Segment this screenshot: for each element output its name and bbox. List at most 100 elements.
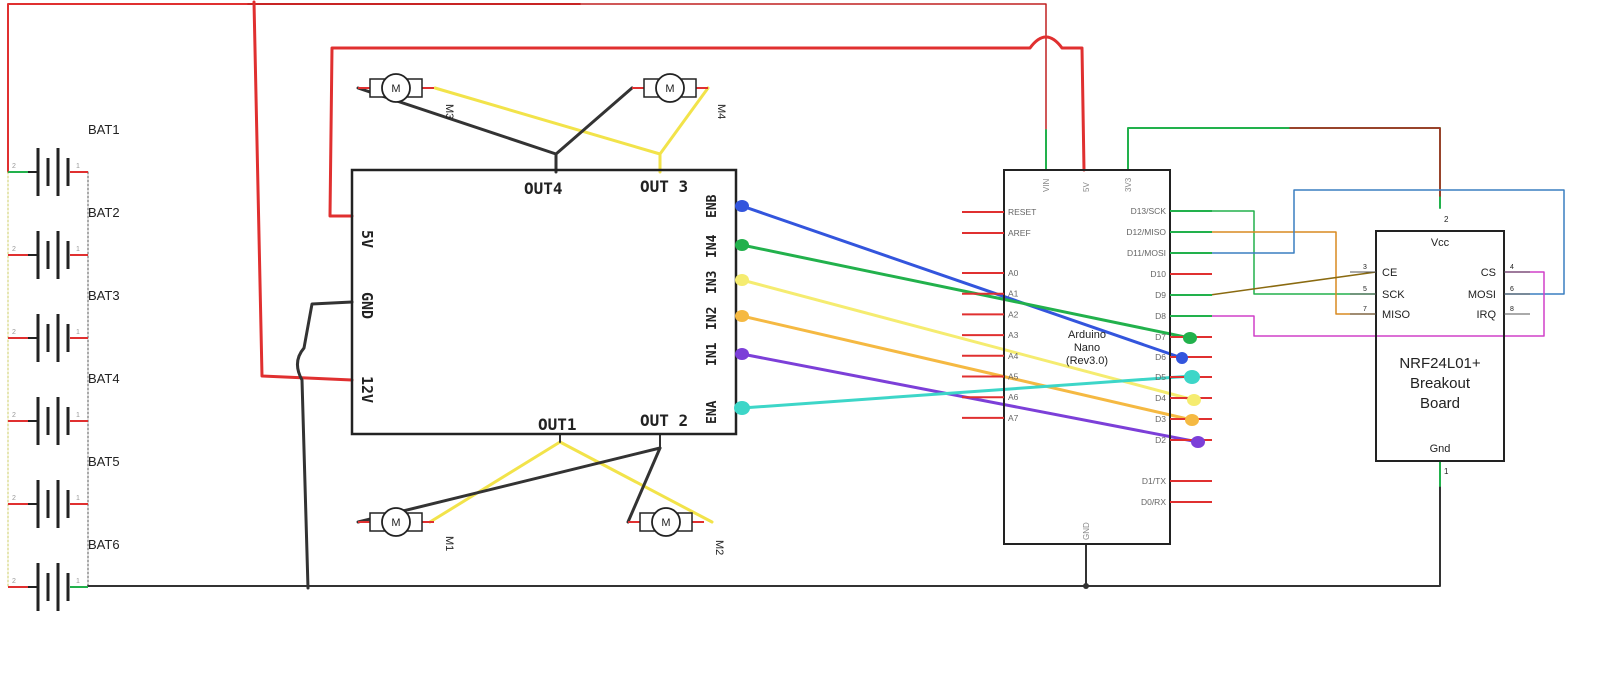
battery-pin-pos: 1	[76, 578, 80, 585]
motor-symbol	[381, 507, 411, 537]
wire-m1-black	[356, 446, 662, 524]
motor-symbol-label: M	[391, 517, 400, 529]
arduino-right-pin-label: D13/SCK	[1131, 206, 1167, 216]
blob-in3	[735, 274, 749, 286]
battery: BAT5 2 1	[8, 454, 120, 528]
motor-symbol-label: M	[391, 83, 400, 95]
arduino-left-pin-label: A1	[1008, 289, 1019, 299]
wire-m4-yellow	[658, 86, 710, 156]
motor-symbol	[651, 507, 681, 537]
wire-12v	[252, 0, 354, 382]
driver-pin-ena: ENA	[705, 400, 720, 424]
nrf-right-pin-num: 4	[1510, 264, 1514, 271]
arduino-left-pin-label: A7	[1008, 413, 1019, 423]
battery-label: BAT1	[88, 122, 120, 137]
arduino-right-pin-label: D1/TX	[1142, 476, 1166, 486]
driver-out4: OUT4	[524, 179, 563, 198]
arduino-left-pin-label: AREF	[1008, 228, 1031, 238]
motor-driver: 5V GND 12V ENB IN4 IN3 IN2 IN1 ENA OUT4 …	[350, 168, 750, 436]
battery-pin-pos: 1	[76, 412, 80, 419]
motor-m3: M M3	[358, 73, 455, 119]
driver-pin-enb: ENB	[705, 194, 720, 218]
battery: BAT6 2 1	[8, 537, 120, 611]
motor-symbol	[655, 73, 685, 103]
driver-out3: OUT 3	[640, 177, 688, 196]
wire-driver-gnd	[296, 300, 354, 590]
motor-m1: M M1	[358, 507, 455, 551]
nrf-gnd: Gnd	[1430, 443, 1451, 455]
battery-pin-neg: 2	[12, 495, 16, 502]
wire-m3-black	[356, 86, 558, 174]
motors: M M3 M M4 M M1 M M2	[358, 73, 727, 555]
battery-label: BAT4	[88, 371, 120, 386]
nrf-right-pin-label: CS	[1481, 267, 1496, 279]
wire-power-top	[247, 3, 1047, 131]
battery-pin-pos: 1	[76, 163, 80, 170]
battery: BAT1 2 1	[8, 122, 120, 196]
nrf-board	[1375, 230, 1505, 462]
wire-ground-bus	[87, 481, 1441, 587]
nrf-left-pin-num: 7	[1363, 306, 1367, 313]
arduino-left-pin-label: A4	[1008, 351, 1019, 361]
nrf24l01-board: Vcc 2 Gnd 1 NRF24L01+ Breakout Board CE 3…	[1350, 215, 1530, 476]
arduino-pin-5v: 5V	[1082, 182, 1091, 192]
driver-pin-in3: IN3	[705, 271, 720, 294]
driver-out2: OUT 2	[640, 411, 688, 430]
nrf-left-pin-label: SCK	[1382, 289, 1405, 301]
arduino-left-pin-label: A5	[1008, 372, 1019, 382]
nrf-title-2: Breakout	[1410, 375, 1471, 392]
driver-pin-in1: IN1	[705, 342, 720, 366]
arduino-title: Arduino	[1068, 329, 1106, 341]
blob-d2	[1191, 436, 1205, 448]
blob-ena	[734, 401, 750, 415]
ground-junction	[1083, 583, 1089, 589]
arduino-right-pin-label: D4	[1155, 393, 1166, 403]
wire-mosi	[1169, 189, 1565, 295]
battery-pin-pos: 1	[76, 246, 80, 253]
nrf-right-pin-num: 8	[1510, 306, 1514, 313]
nrf-vcc-num: 2	[1444, 215, 1449, 224]
arduino-revision: (Rev3.0)	[1066, 355, 1108, 367]
wires	[7, 0, 1565, 590]
driver-pin-in4: IN4	[705, 234, 720, 258]
nrf-left-pin-num: 5	[1363, 286, 1367, 293]
arduino-right-pin-label: D2	[1155, 435, 1166, 445]
battery-pin-pos: 1	[76, 329, 80, 336]
blob-d3	[1185, 414, 1199, 426]
blob-d5	[1184, 370, 1200, 384]
motor-m2: M M2	[628, 507, 725, 555]
battery-pin-neg: 2	[12, 163, 16, 170]
wire-in4-d7	[740, 243, 1192, 340]
driver-out1: OUT1	[538, 415, 577, 434]
nrf-right-pin-label: MOSI	[1468, 289, 1496, 301]
wire-3v3	[1127, 127, 1441, 209]
arduino-right-pin-label: D8	[1155, 311, 1166, 321]
nrf-title-3: Board	[1420, 395, 1460, 412]
motor-label: M2	[713, 540, 725, 555]
wire-m4-black	[554, 86, 634, 156]
blob-d6	[1176, 352, 1188, 364]
arduino-left-pin-label: A6	[1008, 392, 1019, 402]
wire-enb-d6	[740, 204, 1184, 360]
arduino-top-pins: VIN 5V 3V3	[1042, 177, 1133, 192]
wire-battery-positive	[7, 3, 581, 173]
arduino-right-pin-label: D11/MOSI	[1127, 248, 1166, 258]
blob-d4	[1187, 394, 1201, 406]
nrf-right-pin-label: IRQ	[1476, 309, 1496, 321]
blob-enb	[735, 200, 749, 212]
arduino-pin-gnd: GND	[1082, 522, 1091, 540]
arduino-right-pin-label: D5	[1155, 372, 1166, 382]
wire-in2-d3	[740, 314, 1194, 422]
arduino-left-pin-label: A2	[1008, 309, 1019, 319]
battery-pin-neg: 2	[12, 412, 16, 419]
driver-board	[350, 168, 738, 436]
nrf-left-pin-label: MISO	[1382, 309, 1411, 321]
battery-pin-neg: 2	[12, 329, 16, 336]
wire-ce	[1169, 271, 1377, 296]
motor-label: M4	[715, 104, 727, 119]
nrf-left-pin-label: CE	[1382, 267, 1397, 279]
arduino-left-pin-label: A3	[1008, 330, 1019, 340]
battery-label: BAT3	[88, 288, 120, 303]
driver-pin-12v: 12V	[358, 376, 376, 403]
blob-d7	[1183, 332, 1197, 344]
